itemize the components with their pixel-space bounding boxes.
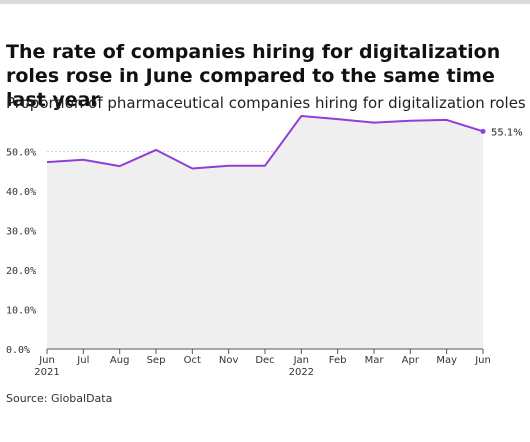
markers bbox=[480, 128, 486, 134]
series-line bbox=[46, 114, 484, 170]
x-tick-year-label: 2021 bbox=[34, 367, 59, 378]
x-tick-label: May bbox=[436, 355, 457, 366]
x-tick-label: Jun bbox=[38, 355, 55, 366]
y-tick-label: 30.0% bbox=[6, 227, 36, 238]
source-note: Source: GlobalData bbox=[6, 392, 113, 405]
last-value-label: 55.1% bbox=[491, 127, 523, 138]
x-tick-label: Jan bbox=[293, 355, 309, 366]
y-tick-label: 50.0% bbox=[6, 148, 36, 159]
x-tick-label: Feb bbox=[329, 355, 347, 366]
x-tick-label: Mar bbox=[365, 355, 385, 366]
y-tick-label: 20.0% bbox=[6, 266, 36, 277]
x-tick-label: Aug bbox=[110, 355, 130, 366]
x-tick-label: Nov bbox=[219, 355, 239, 366]
chart-subtitle: Proportion of pharmaceutical companies h… bbox=[6, 94, 526, 112]
x-tick-label: Sep bbox=[147, 355, 166, 366]
last-point-marker bbox=[480, 128, 486, 134]
x-tick-label: Jul bbox=[76, 355, 89, 366]
y-tick-label: 0.0% bbox=[6, 345, 30, 356]
x-tick-year-label: 2022 bbox=[289, 367, 314, 378]
x-tick-label: Jun bbox=[474, 355, 491, 366]
y-axis-ticks: 0.0% 10.0% 20.0% 30.0% 40.0% 50.0% bbox=[6, 148, 36, 357]
chart-title: The rate of companies hiring for digital… bbox=[6, 41, 501, 111]
x-tick-label: Oct bbox=[184, 355, 201, 366]
x-tick-label: Dec bbox=[255, 355, 274, 366]
x-tick-label: Apr bbox=[402, 355, 420, 366]
top-border bbox=[0, 0, 530, 4]
area-fill bbox=[47, 115, 483, 349]
line-area-chart: 0.0%10.0%20.0%30.0%40.0%50.0% Jun2021Jul… bbox=[6, 114, 523, 378]
y-tick-label: 10.0% bbox=[6, 306, 36, 317]
y-tick-label: 40.0% bbox=[6, 187, 36, 198]
